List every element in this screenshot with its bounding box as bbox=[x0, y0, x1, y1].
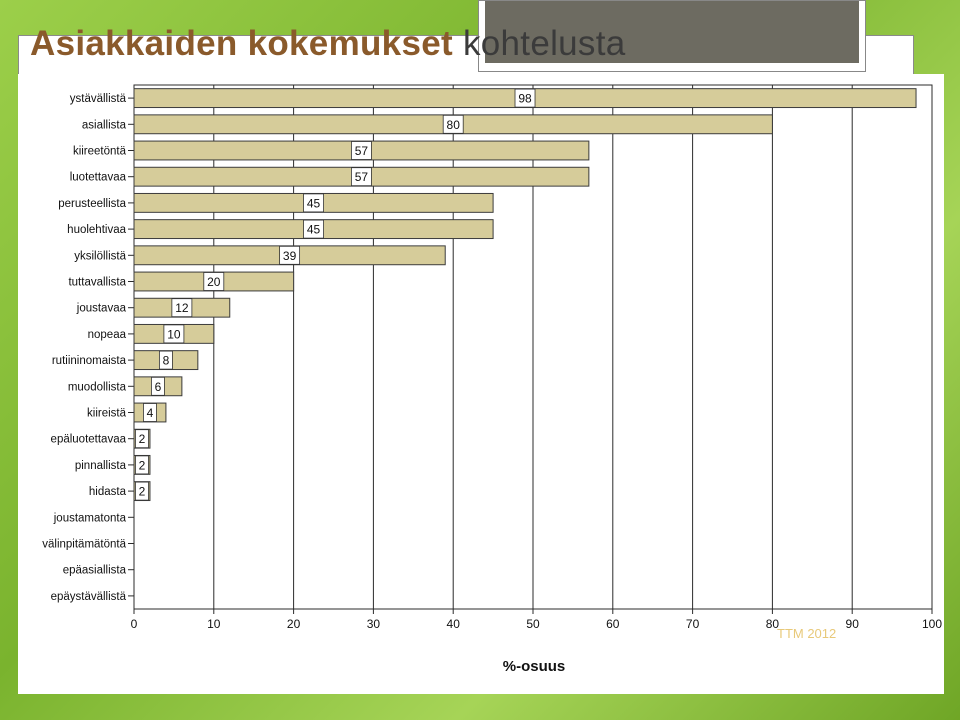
data-label: 57 bbox=[355, 170, 369, 184]
category-label: huolehtivaa bbox=[67, 224, 126, 236]
data-label: 10 bbox=[167, 327, 181, 341]
x-tick-label: 50 bbox=[526, 617, 540, 631]
x-tick-label: 20 bbox=[287, 617, 301, 631]
x-tick-label: 70 bbox=[686, 617, 700, 631]
data-label-box bbox=[159, 350, 173, 370]
data-label: 45 bbox=[307, 223, 321, 237]
data-label-box bbox=[514, 88, 536, 108]
data-label-box bbox=[303, 219, 324, 239]
data-label-box bbox=[151, 376, 165, 396]
data-label-box bbox=[135, 455, 149, 475]
category-label: joustavaa bbox=[76, 303, 127, 315]
x-tick-label: 90 bbox=[846, 617, 860, 631]
data-label-box bbox=[135, 429, 149, 449]
data-label: 12 bbox=[175, 301, 189, 315]
data-label-box bbox=[442, 114, 464, 134]
category-label: yksilöllistä bbox=[74, 250, 126, 262]
data-label: 80 bbox=[447, 118, 461, 132]
category-label: luotettavaa bbox=[70, 172, 127, 184]
data-label: 98 bbox=[518, 92, 532, 106]
data-label-box bbox=[203, 272, 225, 291]
title-tab-decoration bbox=[478, 0, 866, 72]
category-label: ystävällistä bbox=[70, 93, 127, 105]
data-label-box bbox=[279, 245, 301, 265]
data-label-box bbox=[143, 403, 157, 422]
data-label: 6 bbox=[155, 380, 162, 394]
category-label: kiireistä bbox=[87, 408, 127, 420]
data-label: 4 bbox=[147, 406, 154, 420]
category-label: välinpitämätöntä bbox=[42, 539, 126, 551]
x-tick-label: 0 bbox=[131, 617, 138, 631]
category-label: epäasiallista bbox=[63, 565, 127, 577]
data-label-box bbox=[171, 298, 193, 318]
x-tick-label: 40 bbox=[447, 617, 461, 631]
category-label: tuttavallista bbox=[68, 277, 126, 289]
x-tick-label: 80 bbox=[766, 617, 780, 631]
category-label: joustamatonta bbox=[53, 512, 127, 524]
slide-title-part1: Asiakkaiden kokemukset bbox=[30, 24, 453, 63]
x-tick-label: 60 bbox=[606, 617, 620, 631]
x-tick-label: 30 bbox=[367, 617, 381, 631]
category-label: muodollista bbox=[68, 381, 127, 393]
data-label: 57 bbox=[355, 144, 369, 158]
category-label: perusteellista bbox=[58, 198, 126, 210]
data-label: 2 bbox=[139, 458, 146, 472]
category-label: kiireetöntä bbox=[73, 146, 127, 158]
x-tick-label: 10 bbox=[207, 617, 221, 631]
data-label: 2 bbox=[139, 485, 146, 499]
data-label: 45 bbox=[307, 196, 321, 210]
data-label-box bbox=[351, 167, 372, 187]
category-label: epäystävällistä bbox=[51, 591, 127, 603]
data-label: 39 bbox=[283, 249, 297, 263]
category-label: asiallista bbox=[82, 119, 127, 131]
category-label: pinnallista bbox=[75, 460, 127, 472]
category-label: nopeaa bbox=[88, 329, 127, 341]
category-label: rutiininomaista bbox=[52, 355, 127, 367]
data-label: 20 bbox=[207, 275, 221, 289]
category-labels: ystävällistä asiallista kiireetöntä luotett… bbox=[42, 93, 126, 603]
data-label: 2 bbox=[139, 432, 146, 446]
data-label-box bbox=[303, 193, 324, 213]
data-label: 8 bbox=[163, 354, 170, 368]
x-axis-label: %-osuus bbox=[503, 658, 566, 675]
x-tick-labels: 0 10 20 30 40 50 60 70 80 90 100 bbox=[131, 617, 943, 631]
x-tick-label: 100 bbox=[922, 617, 942, 631]
title-tab-inner bbox=[485, 1, 859, 63]
data-label-box bbox=[135, 481, 149, 501]
watermark: TTM 2012 bbox=[777, 626, 837, 641]
category-label: epäluotettavaa bbox=[51, 434, 127, 446]
gridlines bbox=[128, 84, 933, 614]
data-label-box bbox=[351, 141, 372, 160]
slide-title-part2: kohtelusta bbox=[462, 24, 626, 63]
category-label: hidasta bbox=[89, 486, 127, 498]
data-label-box bbox=[163, 324, 185, 344]
chart-panel: 98 80 57 57 45 45 39 20 12 10 8 6 4 2 2 2 ystävällistä a… bbox=[18, 74, 944, 694]
slide-title: Asiakkaiden kokemukset kohtelusta bbox=[30, 24, 626, 64]
